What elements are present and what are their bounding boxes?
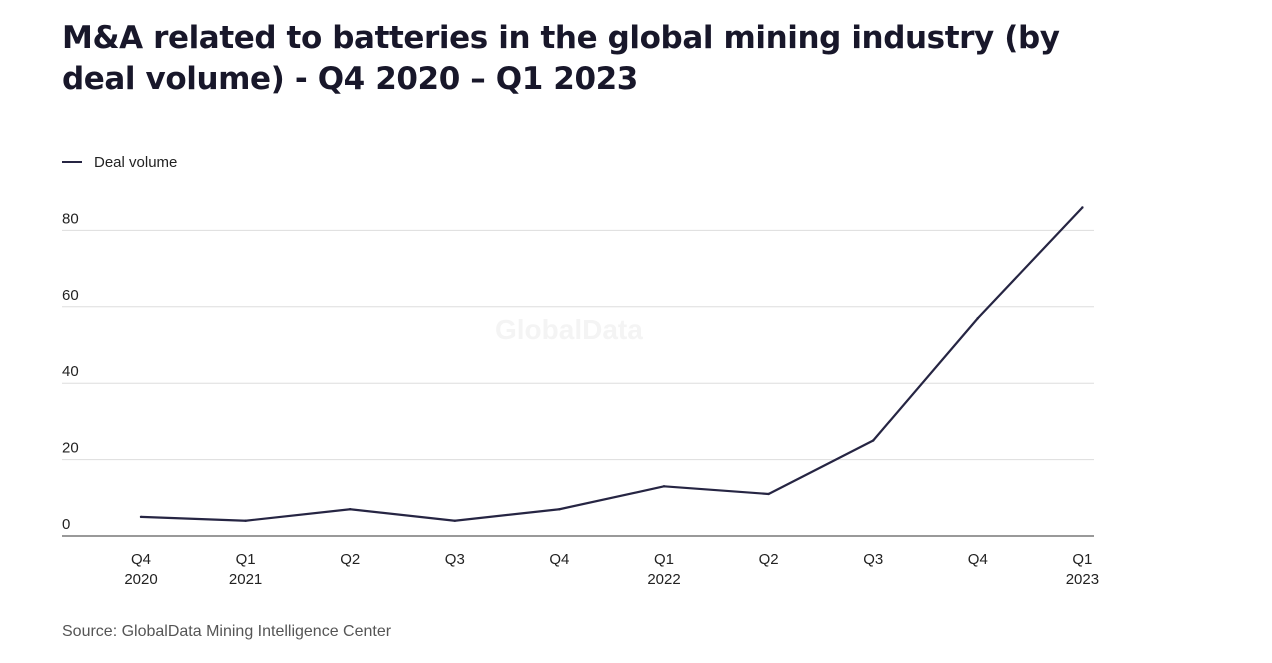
x-tick-label: Q4 [968,551,988,568]
y-tick-label: 40 [62,363,79,380]
y-tick-label: 0 [62,516,70,533]
data-point [976,317,979,320]
y-tick-label: 20 [62,440,79,457]
chart-title: M&A related to batteries in the global m… [62,20,1060,97]
y-tick-label: 80 [62,210,79,227]
x-tick-label: Q4 2020 [124,551,157,588]
x-tick-label: Q1 2023 [1066,551,1099,588]
data-point [244,519,247,522]
legend-label: Deal volume [94,153,178,171]
data-point [349,508,352,511]
x-tick-label: Q4 [549,551,569,568]
data-point [139,515,143,519]
legend-line-swatch [62,161,82,163]
x-tick-label: Q1 2021 [229,551,262,588]
x-tick-label: Q2 [759,551,779,568]
data-point [767,492,770,496]
watermark: GlobalData [495,314,643,345]
data-point [453,519,456,522]
x-tick-label: Q2 [340,551,360,568]
y-tick-label: 60 [62,287,79,304]
series-line-deal-volume [139,206,1084,522]
data-point [662,485,666,488]
data-point [558,508,561,511]
source-note: Source: GlobalData Mining Intelligence C… [62,623,392,640]
x-tick-label: Q1 2022 [647,551,680,588]
x-tick-label: Q3 [445,551,465,568]
data-point [872,439,875,442]
x-tick-label: Q3 [863,551,883,568]
data-point [1081,206,1084,209]
legend: Deal volume [62,152,177,172]
